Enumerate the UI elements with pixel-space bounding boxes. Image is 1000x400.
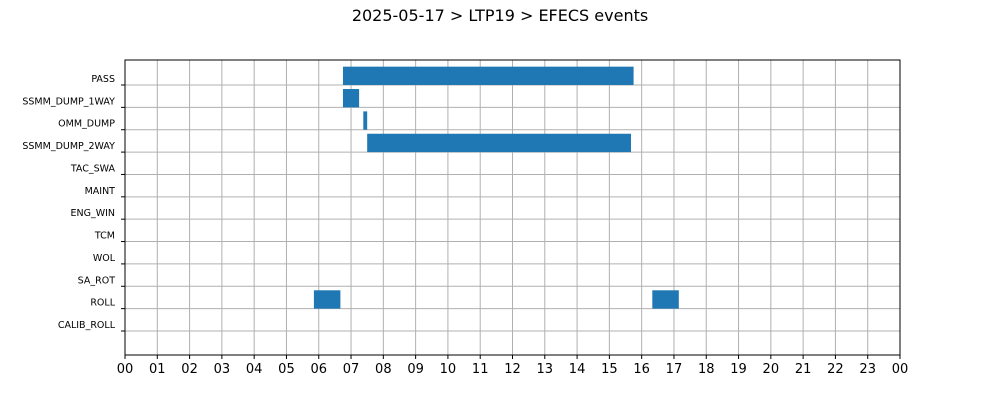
x-tick-label: 19 <box>730 362 747 377</box>
x-tick-label: 22 <box>827 362 844 377</box>
y-tick-label: OMM_DUMP <box>58 119 115 130</box>
x-tick-label: 14 <box>569 362 586 377</box>
x-tick-label: 05 <box>278 362 295 377</box>
x-tick-label: 18 <box>698 362 715 377</box>
x-tick-label: 01 <box>149 362 166 377</box>
chart-title: 2025-05-17 > LTP19 > EFECS events <box>351 6 649 25</box>
event-bar <box>367 133 632 153</box>
y-tick-label: ROLL <box>90 298 115 309</box>
x-tick-label: 17 <box>666 362 683 377</box>
event-bar <box>313 290 341 309</box>
x-tick-label: 23 <box>859 362 876 377</box>
x-tick-label: 02 <box>181 362 198 377</box>
y-ticks-layer: PASS SSMM_DUMP_1WAY OMM_DUMP SSMM_DUMP_2WAY… <box>22 74 125 332</box>
event-bar <box>363 111 368 130</box>
y-tick-label: MAINT <box>85 186 116 197</box>
grid-layer <box>124 60 901 355</box>
x-tick-label: 09 <box>407 362 424 377</box>
x-tick-label: 00 <box>117 362 134 377</box>
y-tick-label: TAC_SWA <box>70 163 116 174</box>
x-tick-label: 12 <box>504 362 521 377</box>
x-tick-label: 21 <box>795 362 812 377</box>
x-tick-label: 10 <box>440 362 457 377</box>
x-tick-label: 08 <box>375 362 392 377</box>
x-ticks-layer: 00 01 02 03 04 05 06 07 08 09 10 11 12 13 14 15 16 17 18 19… <box>117 355 909 377</box>
x-tick-label: 03 <box>214 362 231 377</box>
y-tick-label: ENG_WIN <box>70 208 115 219</box>
x-tick-label: 04 <box>246 362 263 377</box>
x-tick-label: 15 <box>601 362 618 377</box>
x-tick-label: 00 <box>892 362 909 377</box>
x-tick-label: 06 <box>310 362 327 377</box>
event-bar <box>652 290 679 309</box>
event-bar <box>342 89 360 108</box>
event-bar <box>342 66 634 85</box>
y-tick-label: CALIB_ROLL <box>58 320 116 331</box>
y-tick-label: SA_ROT <box>78 275 116 286</box>
y-tick-label: WOL <box>93 253 116 264</box>
x-tick-label: 13 <box>537 362 554 377</box>
y-tick-label: SSMM_DUMP_1WAY <box>22 96 115 107</box>
x-tick-label: 11 <box>472 362 489 377</box>
y-tick-label: TCM <box>94 231 115 242</box>
x-tick-label: 20 <box>763 362 780 377</box>
x-tick-label: 07 <box>343 362 360 377</box>
x-tick-label: 16 <box>633 362 650 377</box>
y-tick-label: PASS <box>91 74 115 85</box>
y-tick-label: SSMM_DUMP_2WAY <box>22 141 115 152</box>
bars-layer <box>313 66 679 309</box>
